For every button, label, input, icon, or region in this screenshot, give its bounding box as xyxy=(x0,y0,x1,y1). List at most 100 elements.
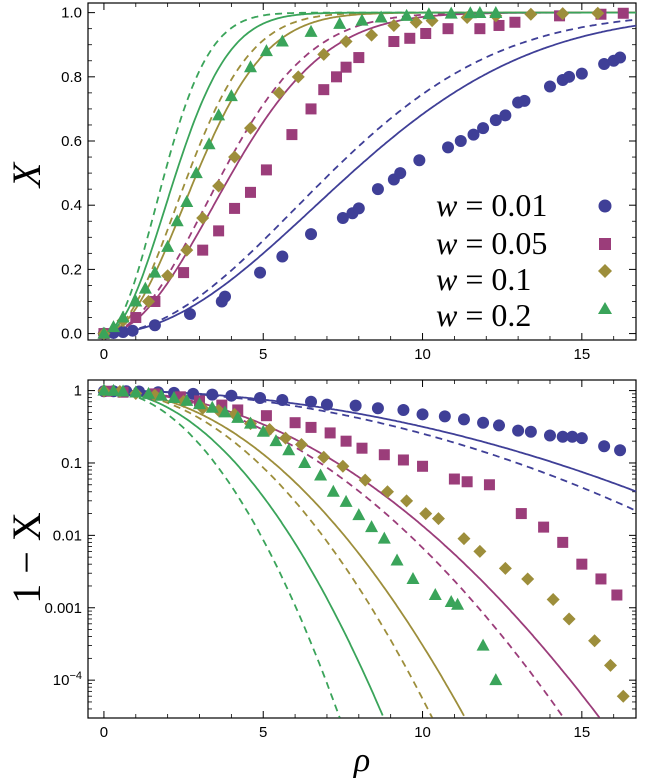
bottom-point-circle xyxy=(397,403,410,416)
bottom-point-circle xyxy=(512,424,525,437)
bottom-point-circle xyxy=(438,410,451,423)
bottom-dashed-curve-4 xyxy=(103,389,341,719)
bottom-x-tick-label: 10 xyxy=(414,724,431,741)
top-y-tick-label: 0.4 xyxy=(61,197,82,214)
bottom-solid-curve-4 xyxy=(103,389,384,716)
bottom-point-square xyxy=(305,421,317,433)
top-point-triangle xyxy=(400,8,414,21)
top-point-circle xyxy=(276,250,289,263)
top-dashed-curves xyxy=(103,11,637,335)
svg-text:w = 0.1: w = 0.1 xyxy=(436,261,531,297)
top-point-square xyxy=(213,225,225,237)
top-y-tick-label: 0.0 xyxy=(61,326,82,343)
top-point-square xyxy=(474,23,486,35)
top-point-diamond xyxy=(180,243,194,257)
top-point-triangle xyxy=(189,166,203,179)
bottom-point-square xyxy=(216,399,228,411)
svg-text:w = 0.01: w = 0.01 xyxy=(436,187,547,223)
legend-w01-value: 0.1 xyxy=(491,261,531,297)
bottom-point-diamond xyxy=(562,612,576,626)
bottom-point-circle xyxy=(566,430,579,443)
top-point-triangle xyxy=(106,320,120,333)
top-point-triangle xyxy=(489,5,503,18)
bottom-y-tick-label: 0.1 xyxy=(61,455,82,472)
legend-w005-value: 0.05 xyxy=(491,225,547,261)
top-point-square xyxy=(305,103,317,115)
top-point-square xyxy=(260,164,272,176)
legend-entry-w001: w = 0.01 xyxy=(436,187,612,223)
top-y-tick-label: 0.8 xyxy=(61,69,82,86)
bottom-point-square xyxy=(595,573,607,585)
bottom-dashed-curve-3 xyxy=(103,389,433,718)
top-point-circle xyxy=(614,51,627,64)
svg-text:w = 0.05: w = 0.05 xyxy=(436,225,547,261)
bottom-point-triangle xyxy=(243,416,257,429)
bottom-point-circle xyxy=(254,391,267,404)
top-solid-curve-4 xyxy=(103,11,636,335)
top-point-triangle xyxy=(473,5,487,18)
bottom-dashed-curves xyxy=(103,389,637,719)
top-point-triangle xyxy=(422,7,436,20)
bottom-point-diamond xyxy=(419,507,433,521)
bottom-solid-curve-2 xyxy=(103,389,601,719)
top-point-circle xyxy=(467,128,480,141)
legend-circle-marker xyxy=(598,199,612,213)
bottom-point-triangle xyxy=(365,520,379,533)
top-solid-curve-1 xyxy=(103,24,637,335)
top-axis-ticks: 0 5 10 15 0.0 0.2 0.4 0.6 0.8 1.0 xyxy=(61,3,636,363)
bottom-point-square xyxy=(576,558,588,570)
top-point-square xyxy=(404,32,416,44)
top-point-diamond xyxy=(272,86,286,100)
bottom-x-tick-label: 0 xyxy=(100,724,108,741)
bottom-point-triangle xyxy=(428,588,442,601)
bottom-point-circle xyxy=(225,389,238,402)
bottom-point-square xyxy=(483,479,495,491)
bottom-point-square xyxy=(340,435,352,447)
bottom-point-triangle xyxy=(193,397,207,410)
top-point-circle xyxy=(499,109,512,122)
top-y-tick-label: 0.6 xyxy=(61,133,82,150)
top-point-circle xyxy=(126,324,139,337)
bottom-point-square xyxy=(232,404,244,416)
top-point-triangle xyxy=(259,44,273,57)
bottom-axis-ticks: 0 5 10 15 1 0.1 0.01 0.001 10−4 xyxy=(44,380,636,741)
top-point-circle xyxy=(336,212,349,225)
top-y-axis-label: X xyxy=(4,161,49,189)
top-point-diamond xyxy=(212,179,226,193)
top-point-diamond xyxy=(196,211,210,225)
legend-square-marker xyxy=(599,238,611,250)
bottom-y-tick-label: 0.001 xyxy=(44,600,82,617)
bottom-point-triangle xyxy=(406,571,420,584)
bottom-point-circle xyxy=(543,429,556,442)
bottom-point-diamond xyxy=(336,459,350,473)
top-point-circle xyxy=(117,325,130,338)
legend-entry-w01: w = 0.1 xyxy=(436,261,612,297)
bottom-point-square xyxy=(324,427,336,439)
top-x-tick-label: 5 xyxy=(259,346,267,363)
top-solid-curve-3 xyxy=(103,11,636,335)
bottom-x-tick-label: 15 xyxy=(573,724,590,741)
bottom-point-triangle xyxy=(339,494,353,507)
top-point-diamond xyxy=(339,35,353,49)
top-point-square xyxy=(286,129,298,141)
bottom-y-tick-label: 10−4 xyxy=(53,670,82,689)
legend-w02-value: 0.2 xyxy=(491,297,531,333)
legend: w = 0.01 w = 0.05 w = 0.1 w = 0.2 xyxy=(436,187,612,333)
bottom-point-square xyxy=(378,449,390,461)
top-point-triangle xyxy=(444,6,458,19)
bottom-point-diamond xyxy=(588,634,602,648)
top-point-circle xyxy=(371,183,384,196)
bottom-point-diamond xyxy=(358,473,372,487)
top-point-triangle xyxy=(212,108,226,121)
top-point-circle xyxy=(543,80,556,93)
bottom-point-triangle xyxy=(218,405,232,418)
top-point-diamond xyxy=(228,150,242,164)
bottom-point-square xyxy=(174,391,186,403)
bottom-point-triangle xyxy=(314,468,328,481)
top-y-tick-label: 1.0 xyxy=(61,5,82,22)
top-point-diamond xyxy=(291,70,305,84)
bottom-markers xyxy=(97,383,630,703)
top-point-triangle xyxy=(97,326,111,339)
bottom-point-triangle xyxy=(231,410,245,423)
top-point-square xyxy=(229,202,241,214)
